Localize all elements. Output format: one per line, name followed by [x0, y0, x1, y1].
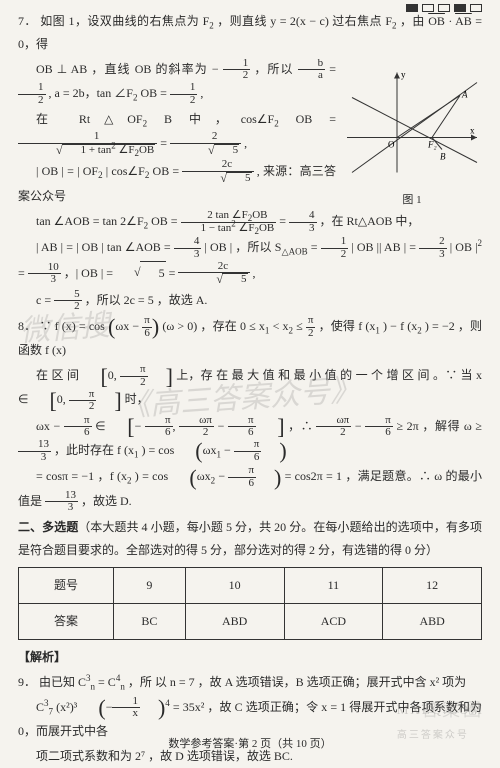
figure-caption: 图 1 — [342, 190, 482, 211]
q7-line6: | AB | = | OB | tan ∠AOB = 43 | OB | ，所以… — [18, 236, 482, 286]
table-row-answers: 答案 BC ABD ACD ABD — [19, 604, 482, 640]
svg-text:y: y — [401, 69, 406, 79]
q7-line7: c = 52 ，所以 2c = 5 ，故选 A. — [18, 289, 482, 313]
table-row-head: 题号 9 10 11 12 — [19, 568, 482, 604]
svg-text:B: B — [440, 151, 446, 161]
svg-text:x: x — [470, 125, 475, 135]
q8-line3: ωx − π6 ∈ [− π6, ωπ2 − π6 ] ，∴ ωπ2 − π6 … — [18, 415, 482, 464]
svg-text:F₂: F₂ — [427, 139, 437, 149]
answer-table: 题号 9 10 11 12 答案 BC ABD ACD ABD — [18, 567, 482, 640]
q7-num: 7． — [18, 14, 37, 28]
q8-line4: = cosπ = −1 ，f (x2 ) = cos (ωx2 − π6) = … — [18, 465, 482, 514]
vector-ab: AB — [455, 14, 472, 28]
page-footer: 数学参考答案·第 2 页（共 10 页） — [0, 734, 500, 755]
svg-text:O: O — [388, 139, 395, 149]
q8-line2: 在 区 间 [0, π2] 上，存 在 最 大 值 和 最 小 值 的 一 个 … — [18, 364, 482, 413]
page-markers — [406, 4, 482, 12]
analysis-heading: 【解析】 — [18, 646, 482, 669]
figure-1: x y O A B F₂ 图 1 — [342, 60, 482, 185]
svg-text:A: A — [461, 89, 468, 99]
section-2-heading: 二、多选题（本大题共 4 小题，每小题 5 分，共 20 分。在每小题给出的选项… — [18, 516, 482, 562]
q9-line1: 9． 由已知 C3n = C4n ，所 以 n = 7 ，故 A 选项错误，B … — [18, 671, 482, 694]
vector-ob: OB — [428, 14, 445, 28]
q7-line5: tan ∠AOB = tan 2∠F2 OB = 2 tan ∠F2OB 1 −… — [18, 210, 482, 234]
q8-line1: 8． ∵ f (x) = cos (ωx − π6) (ω > 0) ，存在 0… — [18, 315, 482, 362]
q8-num: 8． — [18, 319, 36, 333]
q9-num: 9． — [18, 675, 36, 689]
q7-line1: 7． 如图 1，设双曲线的右焦点为 F2 ，则直线 y = 2(x − c) 过… — [18, 10, 482, 56]
